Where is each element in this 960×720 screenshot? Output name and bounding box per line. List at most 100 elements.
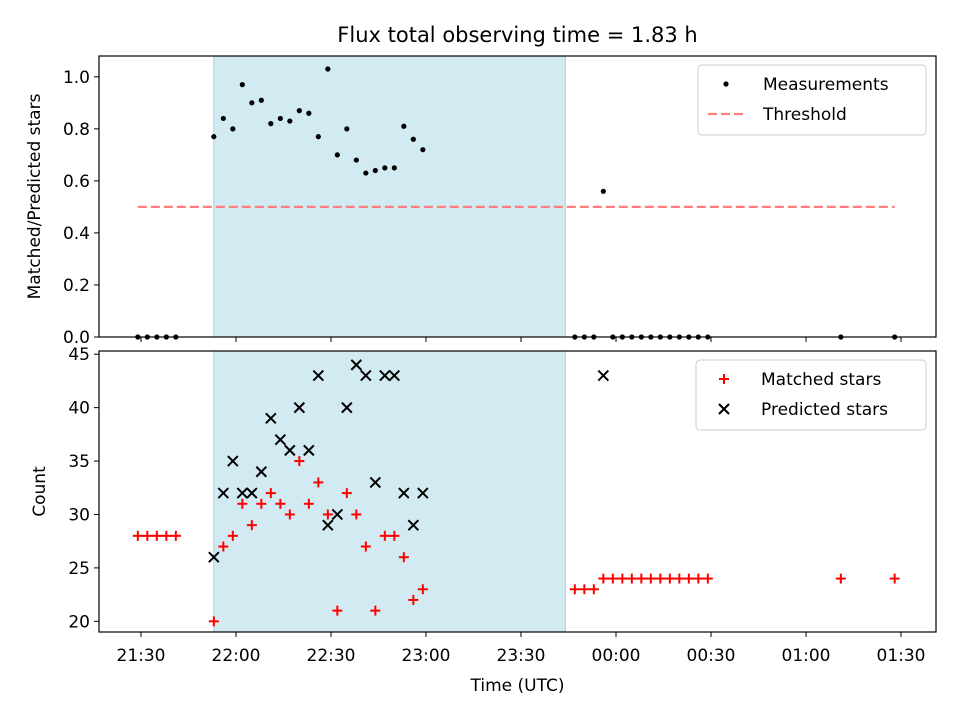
legend: Matched stars Predicted stars [695,359,927,431]
data-point [312,369,325,382]
data-point [372,167,378,174]
data-point [217,487,230,499]
legend-box [695,359,927,431]
data-point [208,551,220,563]
data-point [388,369,401,382]
x-tick-label: 00:30 [687,646,736,666]
data-point [306,110,312,116]
series-matched-stars [132,456,900,627]
y-tick-label: 45 [68,345,90,365]
y-tick-label: 1.0 [63,68,90,88]
data-point [408,594,419,605]
data-point [835,573,846,584]
plot-frame [98,55,937,338]
legend-swatch [723,81,729,87]
data-point [246,487,258,499]
data-point [655,573,666,584]
data-point [889,573,900,584]
data-point [284,444,296,457]
data-point [277,115,283,122]
legend-swatch [718,403,730,415]
y-axis-label: Matched/Predicted stars [25,93,45,299]
data-point [332,605,343,616]
data-point [256,498,267,509]
data-point [325,66,331,72]
y-tick-label: 0.6 [63,172,90,192]
data-point [227,455,239,467]
data-point [218,541,229,552]
data-point [334,152,340,158]
legend-label: Matched stars [761,370,881,390]
data-point [410,136,416,142]
data-point [220,115,226,122]
data-point [626,573,637,584]
data-point [360,369,372,382]
y-tick-label: 0.0 [63,328,90,348]
x-tick-label: 01:30 [877,646,926,666]
data-point [617,573,628,584]
data-point [369,476,382,489]
data-point [246,520,257,531]
data-point [607,573,618,584]
data-point [284,509,295,520]
y-tick-label: 30 [68,505,90,525]
data-point [398,552,409,563]
y-tick-label: 25 [68,559,90,579]
data-point [293,401,306,414]
legend: Measurements Threshold [697,64,927,136]
data-point [664,573,675,584]
data-point [249,100,255,106]
legend-label: Measurements [763,75,889,95]
x-tick-label: 01:00 [782,646,831,666]
legend-box [697,64,927,136]
data-point [600,188,606,194]
data-point [170,530,181,541]
data-point [702,573,713,584]
legend-swatch [719,374,729,384]
data-point [294,456,305,467]
data-point [683,573,694,584]
data-point [303,444,315,457]
chart-title: Flux total observing time = 1.83 h [337,23,697,47]
data-point [322,519,334,531]
y-axis-label: Count [30,466,50,517]
data-point [417,487,429,499]
data-point [353,157,359,163]
data-point [315,134,321,140]
plot-frame [98,350,937,633]
data-point [303,498,314,509]
y-tick-label: 0.4 [63,224,90,244]
data-point [313,477,324,488]
data-point [569,584,580,595]
data-point [645,573,656,584]
data-point [151,530,162,541]
x-tick-label: 23:00 [402,646,451,666]
panel-count: 20 25 30 35 40 45 21:30 22:00 22:30 23:00 23:30 00:… [30,345,937,666]
series-predicted-stars [208,359,610,563]
data-point [350,359,363,371]
x-tick-label: 23:30 [497,646,546,666]
data-point [398,487,410,499]
x-tick-label: 22:00 [212,646,261,666]
data-point [142,530,153,541]
data-point [227,530,238,541]
data-point [674,573,685,584]
data-point [401,123,407,129]
data-point [296,108,302,114]
y-tick-label: 0.8 [63,120,90,140]
data-point [420,147,426,153]
data-point [287,118,293,124]
data-point [239,82,245,88]
data-point [407,519,420,531]
data-point [230,126,236,132]
data-point [161,530,172,541]
data-point [211,134,217,140]
data-point [236,487,249,499]
data-point [588,584,599,595]
data-point [379,369,391,382]
data-point [331,508,344,521]
x-tick-label: 22:30 [307,646,356,666]
data-point [268,121,274,127]
data-point [344,126,350,132]
